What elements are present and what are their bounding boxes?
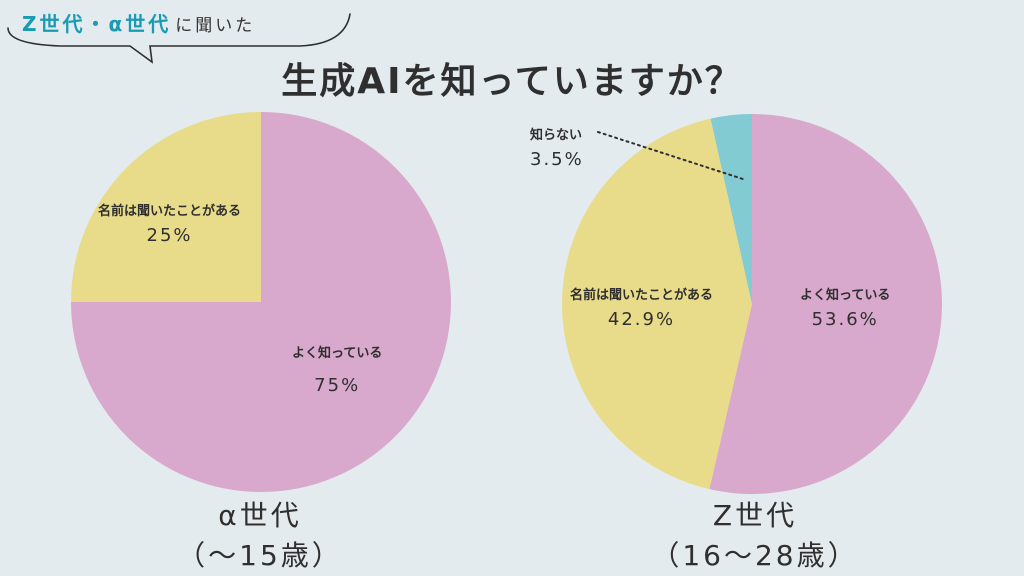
speech-bubble	[7, 13, 351, 64]
z-age-range: （16〜28歳）	[651, 539, 859, 572]
alpha-label-heard-of-text: 名前は聞いたことがある	[98, 204, 242, 219]
tag-alpha-generation: α世代	[108, 12, 172, 36]
alpha-generation-label: α世代	[218, 499, 302, 532]
speech-bubble-text: Z世代・α世代 に聞いた	[22, 8, 255, 37]
z-slice-dont-know	[710, 114, 752, 304]
z-caption: Z世代 （16〜28歳）	[640, 496, 870, 576]
alpha-label-heard-of-value: 25%	[146, 225, 193, 246]
z-label-know-well-text: よく知っている	[800, 288, 891, 303]
z-label-dont-know-value: 3.5%	[530, 149, 584, 170]
chart-title: 生成AIを知っていますか？	[281, 61, 743, 102]
z-label-heard-of: 名前は聞いたことがある 42.9%	[570, 284, 713, 330]
tag-z-generation: Z世代	[22, 12, 86, 36]
z-label-know-well-value: 53.6%	[811, 309, 879, 330]
z-label-heard-of-value: 42.9%	[607, 309, 676, 330]
z-slice-heard-of	[562, 118, 752, 490]
alpha-label-know-well: よく知っている 75%	[292, 342, 382, 396]
tag-separator: ・	[85, 12, 109, 36]
alpha-caption: α世代 （〜15歳）	[160, 496, 360, 576]
alpha-slice-heard-of	[71, 112, 261, 302]
z-dont-know-leader-line	[597, 131, 747, 181]
z-slice-know-well	[709, 114, 942, 494]
z-label-dont-know: 知らない 3.5%	[530, 124, 584, 170]
z-label-know-well: よく知っている 53.6%	[800, 284, 890, 330]
z-label-heard-of-text: 名前は聞いたことがある	[570, 288, 714, 303]
alpha-label-know-well-value: 75%	[314, 375, 361, 396]
z-label-dont-know-text: 知らない	[530, 128, 583, 143]
alpha-label-heard-of: 名前は聞いたことがある 25%	[98, 200, 241, 246]
alpha-age-range: （〜15歳）	[177, 539, 343, 572]
alpha-label-know-well-text: よく知っている	[292, 346, 383, 361]
z-generation-label: Z世代	[712, 499, 798, 532]
tag-suffix: に聞いた	[175, 16, 256, 36]
